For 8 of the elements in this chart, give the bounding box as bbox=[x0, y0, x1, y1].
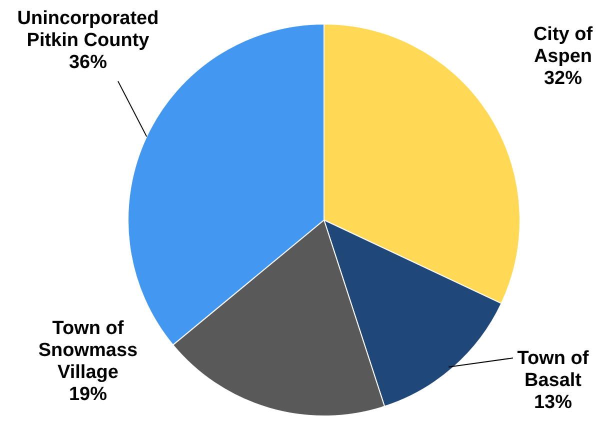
slice-label: City of Aspen bbox=[533, 24, 594, 67]
slice-label: Unincorporated Pitkin County bbox=[17, 8, 159, 51]
data-label: 32% bbox=[544, 68, 582, 89]
slice-label: Town of Basalt bbox=[517, 348, 590, 391]
slice-label: Town of Snowmass Village bbox=[38, 318, 138, 383]
data-label: 19% bbox=[68, 384, 108, 405]
data-label: 36% bbox=[68, 52, 108, 73]
data-label: 13% bbox=[534, 392, 572, 413]
